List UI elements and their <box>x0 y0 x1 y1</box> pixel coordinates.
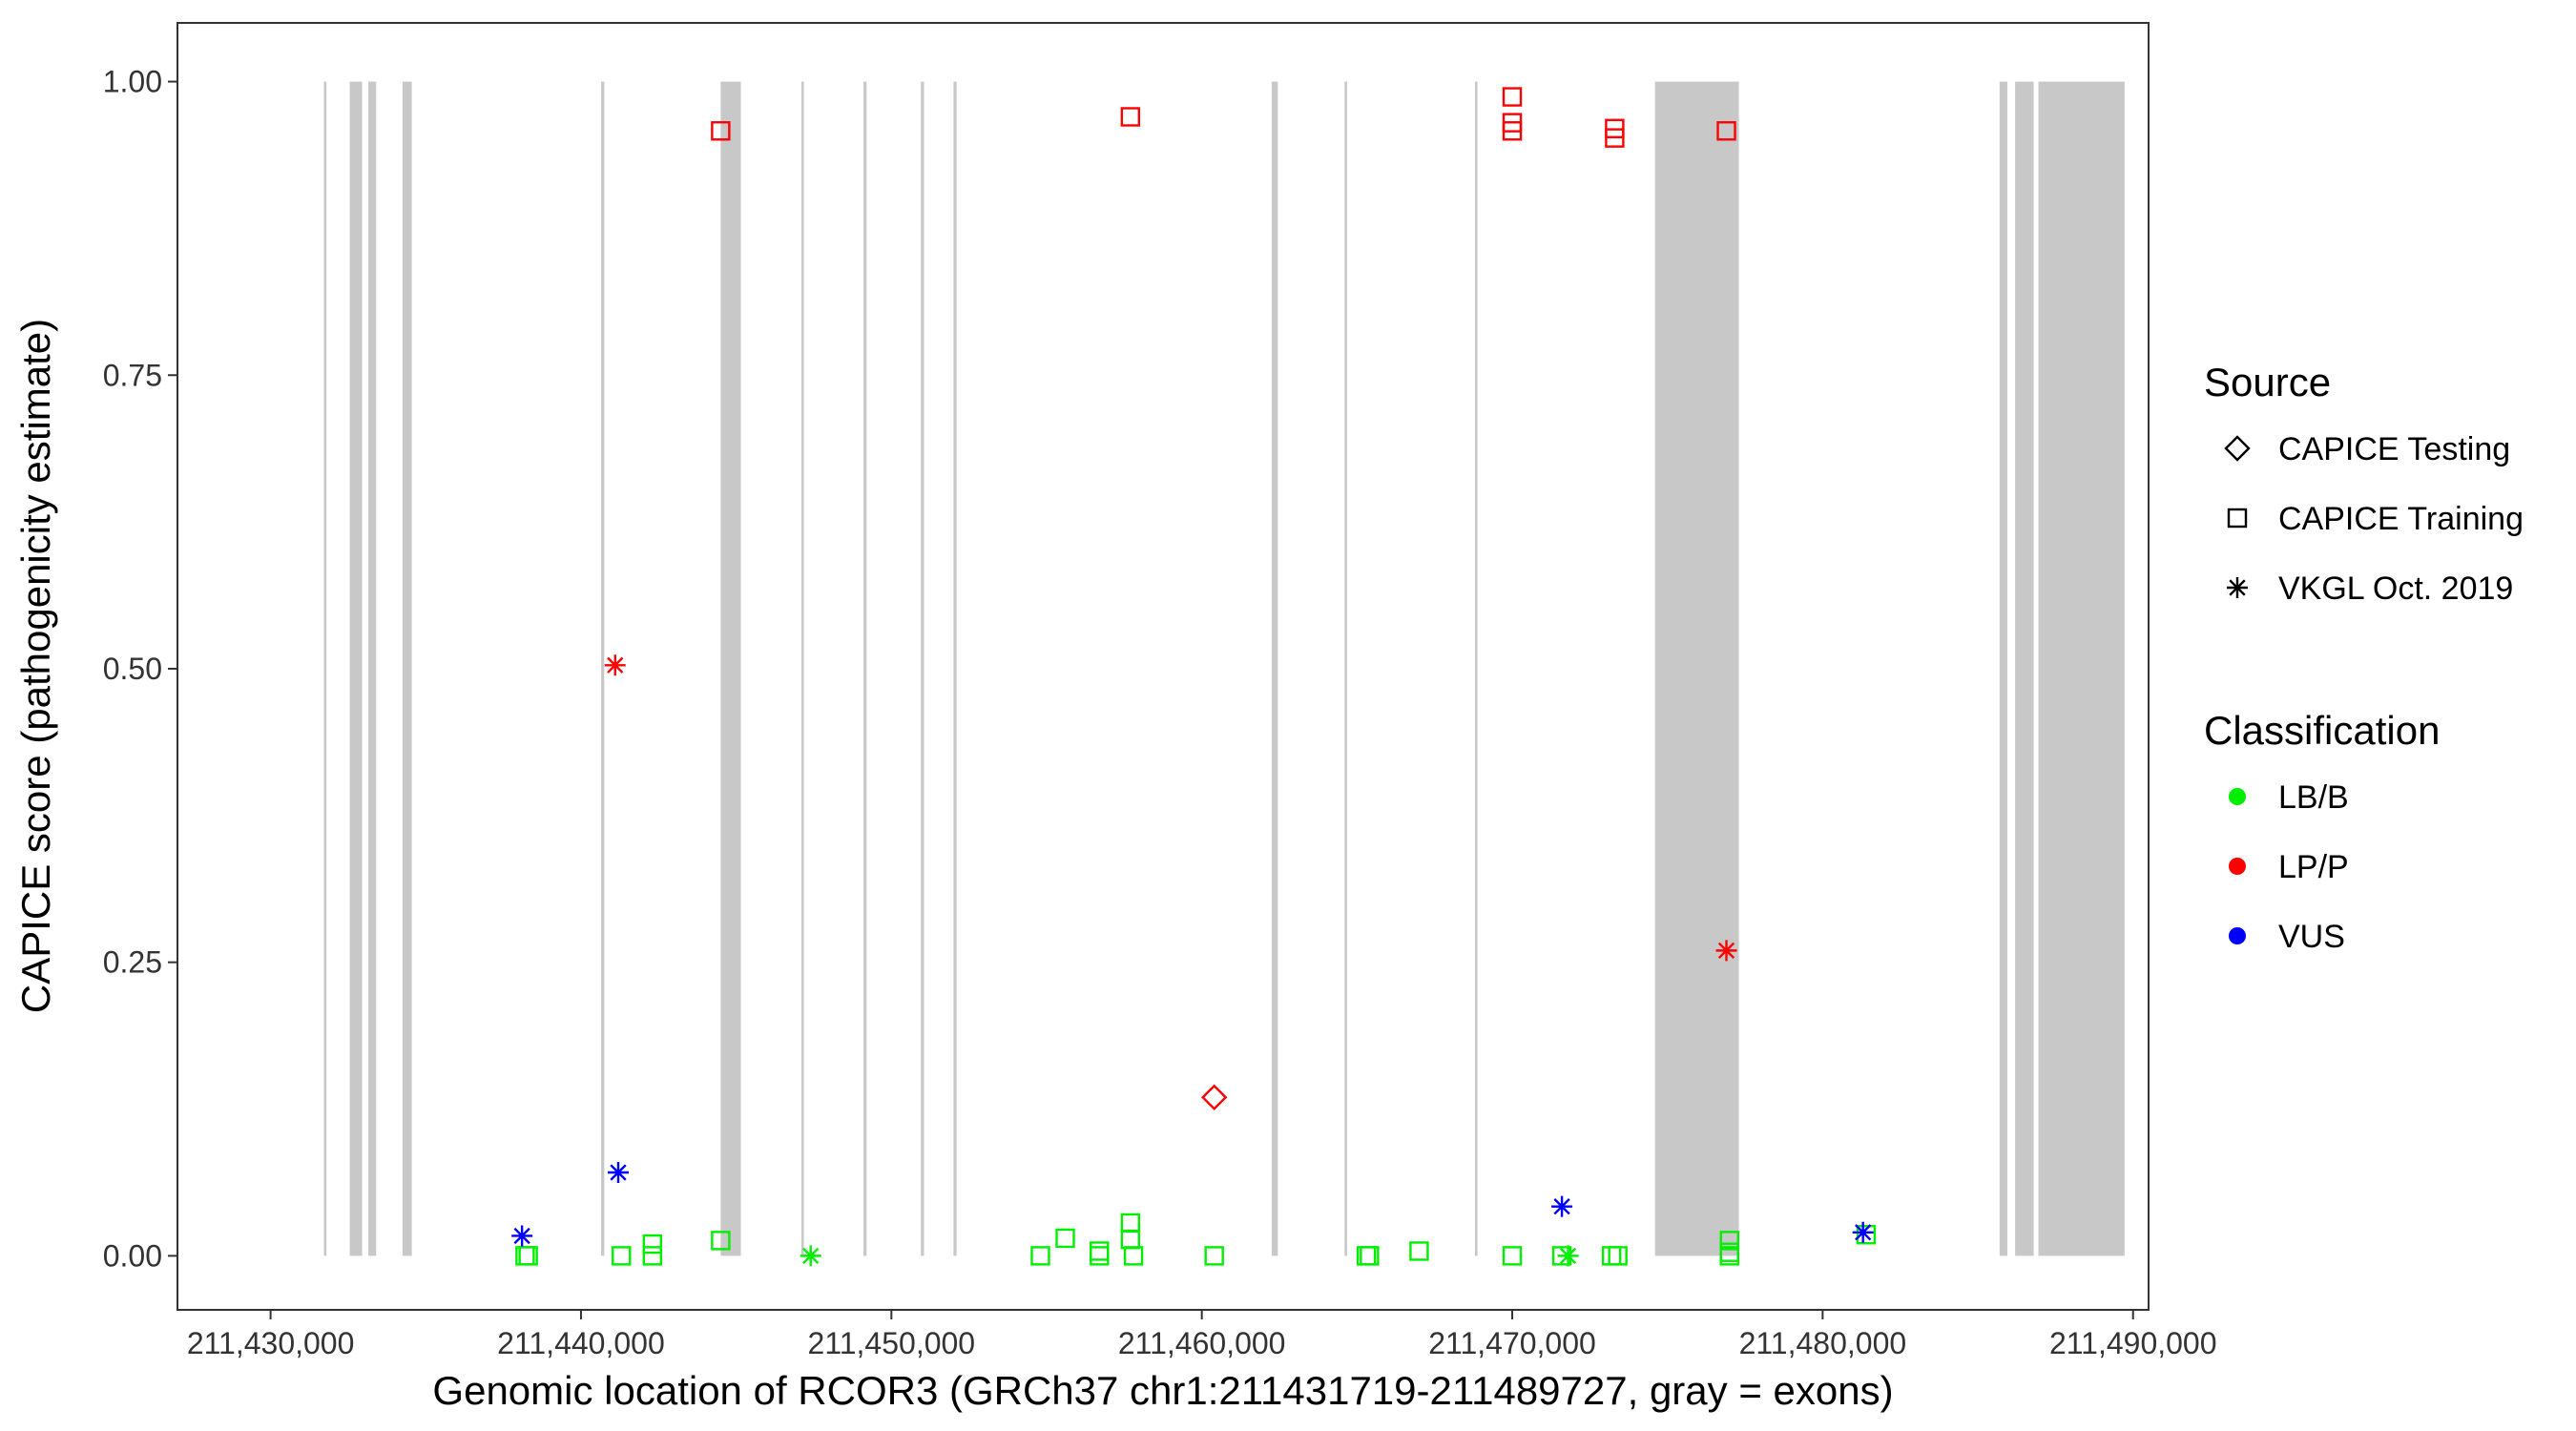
data-point <box>711 121 731 141</box>
data-point <box>1204 1246 1224 1266</box>
legend-color-key <box>2229 788 2246 805</box>
data-point <box>1551 1195 1573 1217</box>
legend-shape-key <box>2227 577 2248 598</box>
legend-class-label: VUS <box>2278 919 2345 955</box>
data-point <box>604 654 626 676</box>
y-axis-label: CAPICE score (pathogenicity estimate) <box>13 319 58 1013</box>
exon-band <box>323 81 327 1256</box>
data-point <box>518 1246 538 1266</box>
exon-band <box>1999 81 2007 1256</box>
data-point <box>1608 1246 1628 1266</box>
data-point <box>1502 87 1523 107</box>
data-point <box>1200 1084 1228 1110</box>
data-point <box>1719 1231 1739 1251</box>
exon-band <box>368 81 377 1256</box>
exon-band <box>1271 81 1278 1256</box>
plot-border <box>177 22 2150 1311</box>
x-tick-label: 211,490,000 <box>2049 1326 2217 1360</box>
x-tick-label: 211,450,000 <box>808 1326 976 1360</box>
legend-class-label: LB/B <box>2278 779 2349 816</box>
exon-band <box>601 81 605 1256</box>
legend-source-title: Source <box>2204 360 2331 404</box>
legend-color-key <box>2229 858 2246 875</box>
legend: Source CAPICE Testing CAPICE Training VKGL … <box>2204 360 2524 955</box>
data-point <box>1502 1246 1523 1266</box>
legend-source-label: VKGL Oct. 2019 <box>2278 570 2513 607</box>
x-tick-label: 211,460,000 <box>1118 1326 1286 1360</box>
x-tick-label: 211,480,000 <box>1739 1326 1907 1360</box>
y-tick-label: 0.00 <box>103 1238 162 1273</box>
y-tick-label: 0.50 <box>103 652 162 686</box>
data-point <box>1055 1228 1075 1249</box>
exon-band <box>1654 81 1739 1256</box>
legend-class-title: Classification <box>2204 708 2440 753</box>
exon-band <box>921 81 924 1256</box>
data-point <box>1502 121 1523 141</box>
data-point <box>1123 1246 1144 1266</box>
x-tick-label: 211,440,000 <box>497 1326 665 1360</box>
exon-band <box>1344 81 1347 1256</box>
data-point <box>511 1225 533 1247</box>
data-point <box>608 1161 630 1183</box>
data-point <box>642 1246 662 1266</box>
data-point <box>1605 128 1625 148</box>
y-tick-label: 0.75 <box>103 358 162 392</box>
legend-shape-key <box>2227 508 2248 529</box>
exon-band <box>2015 81 2034 1256</box>
exon-band <box>349 81 363 1256</box>
data-point <box>1120 107 1141 127</box>
legend-color-key <box>2229 927 2246 944</box>
data-point <box>1030 1246 1050 1266</box>
data-point <box>642 1234 662 1255</box>
exon-band <box>863 81 867 1256</box>
data-point <box>1719 1246 1739 1266</box>
exon-layer <box>323 81 2125 1256</box>
x-tick-label: 211,430,000 <box>187 1326 355 1360</box>
legend-source-label: CAPICE Training <box>2278 501 2524 537</box>
exon-band <box>1474 81 1478 1256</box>
legend-source-label: CAPICE Testing <box>2278 431 2510 467</box>
y-tick-label: 0.25 <box>103 945 162 980</box>
data-point <box>1090 1246 1110 1266</box>
data-point <box>800 1245 821 1267</box>
data-point <box>1360 1246 1380 1266</box>
exon-band <box>2038 81 2125 1256</box>
legend-class-label: LP/P <box>2278 849 2349 885</box>
axis-layer: 0.00 0.25 0.50 0.75 1.00 211,430,000 211,440,0… <box>103 65 2217 1360</box>
y-tick-label: 1.00 <box>103 65 162 99</box>
data-point <box>711 1231 731 1251</box>
data-point <box>612 1246 632 1266</box>
x-axis-label: Genomic location of RCOR3 (GRCh37 chr1:2… <box>432 1368 1893 1413</box>
exon-band <box>953 81 957 1256</box>
x-tick-label: 211,470,000 <box>1428 1326 1596 1360</box>
legend-shape-key <box>2224 435 2251 462</box>
data-point <box>1557 1245 1579 1267</box>
data-point <box>1856 1225 1877 1245</box>
data-point <box>1409 1241 1429 1261</box>
plot-background <box>177 23 2149 1310</box>
point-layer <box>511 87 1877 1267</box>
exon-band <box>800 81 804 1256</box>
data-point <box>1852 1221 1874 1243</box>
exon-band <box>720 81 741 1256</box>
exon-band <box>402 81 412 1256</box>
data-point <box>1716 121 1736 141</box>
data-point <box>1715 940 1737 962</box>
